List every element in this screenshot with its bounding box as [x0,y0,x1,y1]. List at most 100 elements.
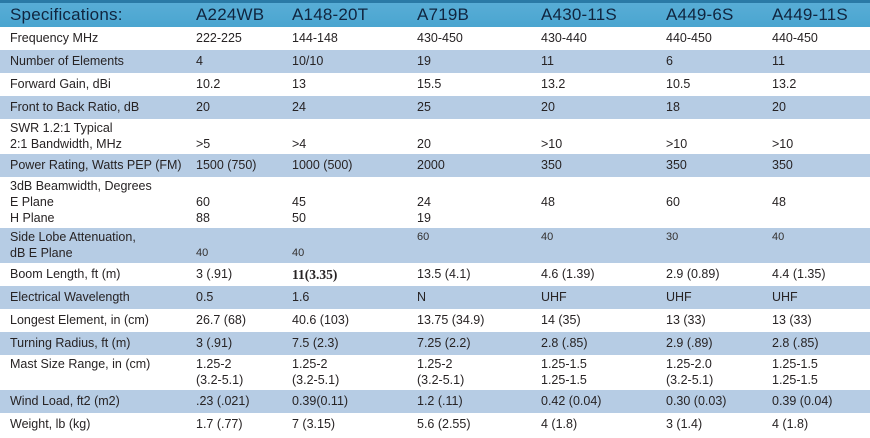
cell-line: Side Lobe Attenuation, [10,230,136,244]
spec-value: 10.5 [657,76,763,93]
table-row: SWR 1.2:1 Typical 2:1 Bandwidth, MHz >5 >… [0,119,870,154]
cell-line [772,120,870,136]
spec-value: 3 (.91) [187,335,283,352]
cell-line: 3 (.91) [196,336,233,350]
table-row: Wind Load, ft2 (m2) .23 (.021) 0.39(0.11) 1… [0,390,870,413]
spec-value: 4 (1.8) [532,416,657,433]
cell-line: Longest Element, in (cm) [10,313,149,327]
table-row: Number of Elements 4 10/10 19 11 6 11 [0,50,870,73]
spec-label: Front to Back Ratio, dB [0,99,187,116]
spec-value: 3 (1.4) [657,416,763,433]
cell-line: E Plane [10,195,54,209]
spec-label: 3dB Beamwidth, Degrees E Plane H Plane [0,178,187,226]
cell-line: 15.5 [417,77,442,91]
cell-line: 13.2 [541,77,566,91]
cell-line: 4 (1.8) [541,417,578,431]
cell-line: 1.25-1.5 [772,373,818,387]
spec-label: Longest Element, in (cm) [0,312,187,329]
cell-line: 10.5 [666,77,691,91]
spec-value: 1500 (750) [187,157,283,174]
spec-value: 15.5 [408,76,532,93]
cell-line [541,178,657,194]
cell-line: 13 (33) [666,313,706,327]
cell-line: Boom Length, ft (m) [10,267,121,281]
spec-value: 430-450 [408,30,532,47]
spec-label: Power Rating, Watts PEP (FM) [0,157,187,174]
spec-label: Boom Length, ft (m) [0,266,187,283]
spec-value: >4 [283,120,408,152]
cell-line: 1.2 (.11) [417,394,463,408]
cell-line: 20 [196,100,210,114]
cell-line [541,120,657,136]
cell-line: 144-148 [292,31,338,45]
spec-value: 11 [532,53,657,70]
column-header: A719B [417,5,470,24]
spec-value: 4 [187,53,283,70]
cell-line: 1.6 [292,290,310,304]
spec-value: .23 (.021) [187,393,283,410]
table-row: Boom Length, ft (m) 3 (.91) 11(3.35) 13.5 (… [0,263,870,286]
cell-line: 2.8 (.85) [772,336,819,350]
spec-value: 3 (.91) [187,266,283,283]
cell-line: 60 [666,195,680,209]
spec-value: >5 [187,120,283,152]
cell-line: 0.42 (0.04) [541,394,602,408]
spec-value: 30 [657,229,763,261]
spec-value: 11 [763,53,870,70]
cell-line: 13 (33) [772,313,812,327]
cell-line: 13.5 (4.1) [417,267,471,281]
cell-line: 1500 (750) [196,158,257,172]
spec-value: N [408,289,532,306]
spec-value: 1.6 [283,289,408,306]
spec-value: 1.25-2 (3.2-5.1) [283,356,408,388]
table-row: Frequency MHz 222-225 144-148 430-450 430-44… [0,27,870,50]
cell-line [666,120,763,136]
spec-value: 222-225 [187,30,283,47]
spec-label: Forward Gain, dBi [0,76,187,93]
cell-line: 13.75 (34.9) [417,313,485,327]
spec-label: Mast Size Range, in (cm) [0,356,187,388]
cell-line: 440-450 [666,31,712,45]
cell-line: 11 [772,54,785,68]
spec-value: 440-450 [657,30,763,47]
cell-line: >4 [292,137,307,151]
table-row: Mast Size Range, in (cm) 1.25-2 (3.2-5.1) 1… [0,355,870,390]
cell-line: 3 (.91) [196,267,233,281]
spec-label: Weight, lb (kg) [0,416,187,433]
cell-line: 2:1 Bandwidth, MHz [10,137,122,151]
spec-value: 350 [532,157,657,174]
spec-label: Wind Load, ft2 (m2) [0,393,187,410]
table-row: Weight, lb (kg) 1.7 (.77) 7 (3.15) 5.6 (2.5… [0,413,870,436]
table-row: Turning Radius, ft (m) 3 (.91) 7.5 (2.3) 7.… [0,332,870,355]
spec-value: 20 [532,99,657,116]
spec-value: 1.25-2.0 (3.2-5.1) [657,356,763,388]
cell-line: 350 [772,158,793,172]
cell-line: 25 [417,100,431,114]
spec-value: 0.30 (0.03) [657,393,763,410]
table-row: 3dB Beamwidth, Degrees E Plane H Plane 60 8… [0,177,870,228]
cell-line: (3.2-5.1) [196,373,244,387]
spec-value: 40.6 (103) [283,312,408,329]
column-header: A148-20T [292,5,369,24]
cell-line: 1000 (500) [292,158,353,172]
column-header: A449-11S [772,5,848,24]
cell-line: Electrical Wavelength [10,290,130,304]
cell-line: Mast Size Range, in (cm) [10,357,151,371]
cell-line: (3.2-5.1) [417,373,465,387]
cell-line [417,178,532,194]
cell-line: (3.2-5.1) [666,373,714,387]
spec-value: 40 [532,229,657,261]
cell-line: 430-450 [417,31,463,45]
cell-line: 60 [196,195,210,209]
spec-value: 20 [408,120,532,152]
spec-value: 48 [763,178,870,226]
cell-line: Weight, lb (kg) [10,417,91,431]
cell-line: Turning Radius, ft (m) [10,336,131,350]
spec-value: 7.25 (2.2) [408,335,532,352]
cell-line: Front to Back Ratio, dB [10,100,140,114]
cell-line: UHF [666,290,692,304]
cell-line: 48 [541,195,555,209]
table-title: Specifications: [10,5,123,24]
spec-value: 0.39 (0.04) [763,393,870,410]
cell-line: 10.2 [196,77,221,91]
